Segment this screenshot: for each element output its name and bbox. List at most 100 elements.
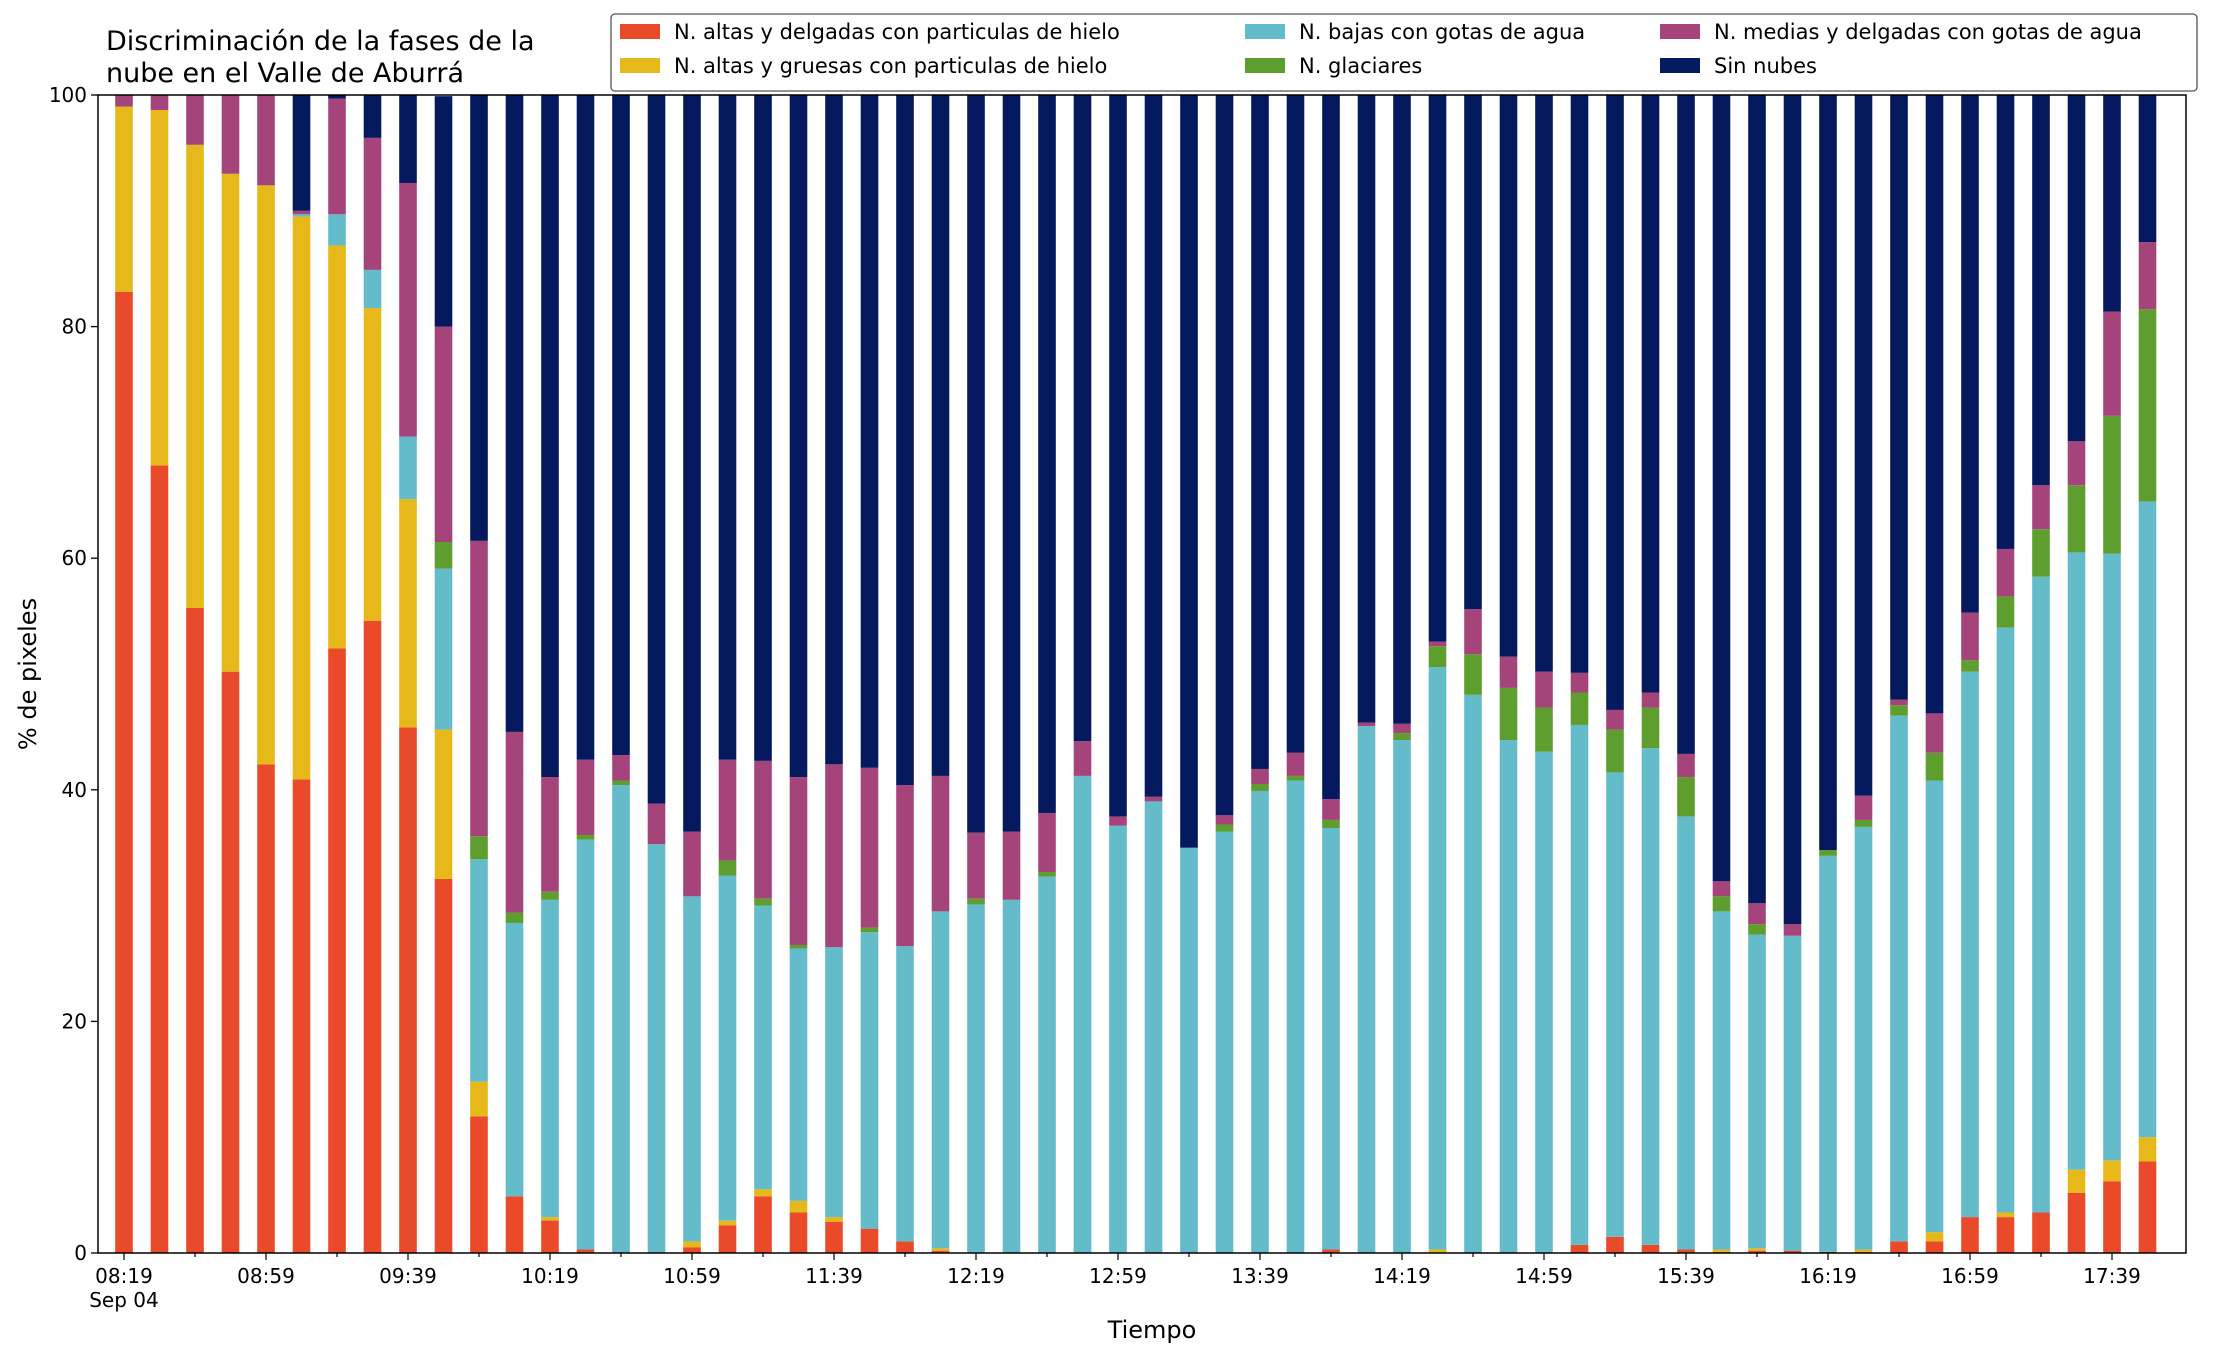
bar-segment-1509-s5 bbox=[1570, 95, 1589, 673]
bar-segment-1549-s4 bbox=[1712, 881, 1731, 897]
bar-segment-1019-s3 bbox=[541, 891, 559, 900]
bar-segment-1519-s0 bbox=[1606, 1236, 1624, 1253]
x-tick-label: 13:39 bbox=[1231, 1264, 1289, 1288]
bar-segment-1159-s0 bbox=[896, 1241, 914, 1253]
bar-segment-0909-s0 bbox=[292, 779, 311, 1253]
bar-segment-1219-s4 bbox=[967, 832, 985, 899]
bar-segment-1129-s5 bbox=[789, 95, 808, 778]
bar-segment-1119-s5 bbox=[754, 95, 772, 761]
bar-segment-1219-s3 bbox=[967, 898, 985, 905]
bar-segment-1549-s2 bbox=[1712, 911, 1731, 1250]
bar-segment-1229-s5 bbox=[1002, 95, 1021, 832]
x-tick-label: 09:39 bbox=[379, 1264, 437, 1288]
bar-segment-1429-s4 bbox=[1428, 641, 1447, 647]
bar-segment-1619-s5 bbox=[1819, 95, 1837, 851]
bar-segment-1139-s2 bbox=[825, 947, 843, 1218]
bar-segment-1059-s5 bbox=[683, 95, 701, 832]
x-tick-label: 08:19 bbox=[95, 1264, 153, 1288]
bar-segment-1119-s1 bbox=[754, 1189, 772, 1197]
bar-segment-1039-s2 bbox=[612, 785, 630, 1253]
bar-segment-1529-s4 bbox=[1641, 692, 1660, 708]
bar-segment-0929-s1 bbox=[363, 308, 382, 621]
bar-segment-1159-s2 bbox=[896, 946, 914, 1242]
bar-segment-1709-s2 bbox=[1996, 627, 2015, 1213]
bar-segment-1559-s1 bbox=[1748, 1248, 1766, 1251]
bar-segment-0859-s0 bbox=[257, 764, 275, 1253]
bar-segment-1449-s3 bbox=[1499, 687, 1518, 741]
bar-segment-0909-s2 bbox=[292, 214, 311, 217]
bar-segment-1129-s1 bbox=[789, 1200, 808, 1213]
bar-segment-1509-s2 bbox=[1570, 724, 1589, 1245]
bar-segment-1729-s2 bbox=[2067, 552, 2086, 1170]
bar-segment-0909-s1 bbox=[292, 216, 311, 780]
bar-segment-1109-s4 bbox=[718, 759, 737, 861]
bar-segment-0939-s0 bbox=[399, 727, 417, 1253]
bar-segment-1509-s4 bbox=[1570, 672, 1589, 693]
bar-segment-1249-s2 bbox=[1073, 775, 1092, 1253]
legend-swatch bbox=[620, 24, 660, 39]
bar-segment-1629-s2 bbox=[1854, 826, 1873, 1250]
bar-segment-1159-s4 bbox=[896, 785, 914, 947]
bar-segment-1349-s4 bbox=[1286, 752, 1305, 776]
bar-segment-1739-s3 bbox=[2103, 415, 2121, 554]
legend-swatch bbox=[1245, 24, 1285, 39]
bar-segment-1629-s3 bbox=[1854, 819, 1873, 827]
bar-segment-1629-s1 bbox=[1854, 1249, 1873, 1252]
legend-label: N. bajas con gotas de agua bbox=[1299, 20, 1585, 44]
bar-segment-1239-s3 bbox=[1038, 872, 1056, 877]
bar-segment-0819-s1 bbox=[115, 106, 133, 292]
bar-segment-1039-s3 bbox=[612, 780, 630, 786]
bar-segment-1649-s4 bbox=[1925, 713, 1944, 753]
x-tick-label: 12:19 bbox=[947, 1264, 1005, 1288]
bar-segment-1749-s5 bbox=[2138, 95, 2157, 243]
bar-segment-1339-s4 bbox=[1251, 768, 1269, 785]
bar-segment-1649-s3 bbox=[1925, 752, 1944, 781]
bar-segment-0849-s1 bbox=[221, 173, 240, 672]
bar-segment-1639-s2 bbox=[1890, 715, 1908, 1242]
bar-segment-0959-s5 bbox=[470, 95, 488, 541]
bar-segment-1459-s4 bbox=[1535, 671, 1553, 708]
bar-segment-0939-s1 bbox=[399, 499, 417, 728]
bar-segment-1139-s0 bbox=[825, 1221, 843, 1253]
bar-segment-1359-s3 bbox=[1322, 819, 1340, 829]
x-axis-ticks: 08:19 08:59 09:39 10:19 10:59 11:39 12:19 12:59… bbox=[89, 1253, 2141, 1312]
x-tick-label: 11:39 bbox=[805, 1264, 863, 1288]
y-axis-label: % de pixeles bbox=[14, 598, 42, 750]
bar-segment-1359-s4 bbox=[1322, 799, 1340, 820]
bar-segment-1349-s3 bbox=[1286, 775, 1305, 781]
legend-swatch bbox=[1245, 58, 1285, 73]
bar-segment-1409-s2 bbox=[1357, 726, 1376, 1253]
bar-segment-1219-s5 bbox=[967, 95, 985, 833]
bar-segment-1429-s5 bbox=[1428, 95, 1447, 642]
bar-segment-1529-s3 bbox=[1641, 707, 1660, 749]
legend-label: Sin nubes bbox=[1714, 54, 1817, 78]
bar-segment-1719-s5 bbox=[2032, 95, 2050, 486]
bar-segment-1039-s4 bbox=[612, 755, 630, 781]
bar-segment-1349-s5 bbox=[1286, 95, 1305, 753]
bar-segment-1559-s0 bbox=[1748, 1250, 1766, 1253]
bar-segment-1019-s5 bbox=[541, 95, 559, 778]
bar-segment-1739-s4 bbox=[2103, 311, 2121, 416]
bar-segment-0949-s0 bbox=[434, 878, 453, 1253]
bar-segment-1119-s0 bbox=[754, 1196, 772, 1253]
bar-segment-1109-s2 bbox=[718, 875, 737, 1221]
bar-segment-1649-s1 bbox=[1925, 1232, 1944, 1242]
bar-segment-1049-s5 bbox=[647, 95, 666, 804]
bar-segment-1629-s5 bbox=[1854, 95, 1873, 796]
y-tick-label: 80 bbox=[62, 315, 87, 339]
bar-segment-0959-s3 bbox=[470, 836, 488, 860]
x-tick-label: 14:19 bbox=[1373, 1264, 1431, 1288]
bar-segment-0839-s0 bbox=[186, 607, 204, 1253]
bar-segment-1639-s3 bbox=[1890, 705, 1908, 716]
bar-segment-1329-s5 bbox=[1215, 95, 1234, 816]
bar-segment-1519-s5 bbox=[1606, 95, 1624, 710]
bar-segment-0859-s4 bbox=[257, 95, 275, 186]
bar-segment-0949-s3 bbox=[434, 541, 453, 569]
bar-segment-1539-s3 bbox=[1677, 777, 1695, 817]
bar-segment-1459-s2 bbox=[1535, 751, 1553, 1253]
bar-segment-0959-s0 bbox=[470, 1116, 488, 1253]
y-tick-label: 20 bbox=[62, 1009, 87, 1033]
bar-segment-1449-s4 bbox=[1499, 656, 1518, 688]
bar-segment-1619-s2 bbox=[1819, 855, 1837, 1252]
